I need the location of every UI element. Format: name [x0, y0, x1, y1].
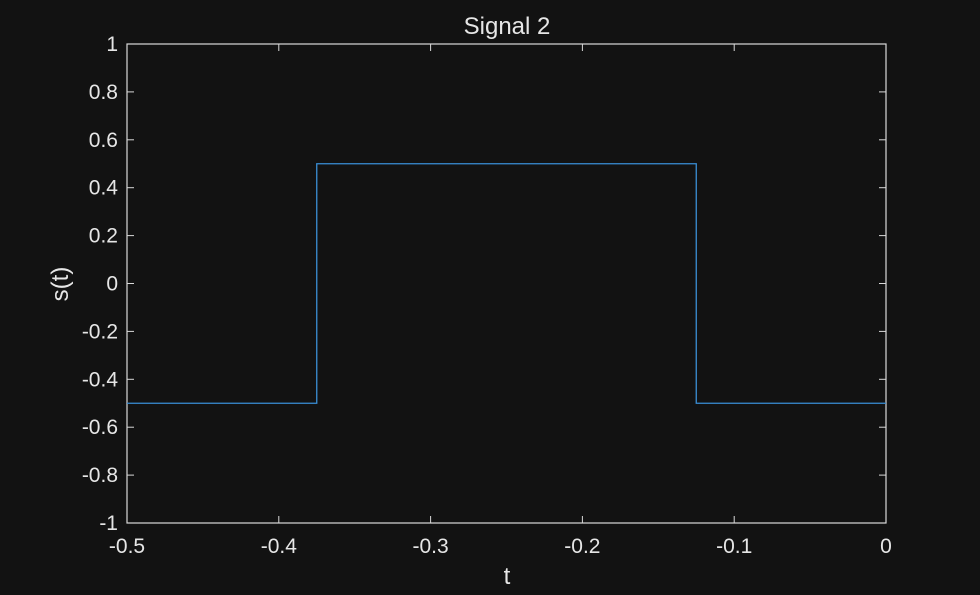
y-axis-label: s(t)	[47, 267, 74, 302]
signal-line	[127, 163, 886, 404]
y-tick-label: 0.8	[89, 81, 118, 104]
y-tick-label: 1	[106, 33, 118, 56]
x-tick-label: -0.1	[716, 535, 752, 558]
y-tick-label: 0.6	[89, 129, 118, 152]
x-tick-label: -0.4	[261, 535, 298, 558]
y-tick-label: -0.4	[82, 368, 119, 391]
x-tick-label: 0	[880, 535, 892, 558]
axes-layer: -0.5 -0.4 -0.3 -0.2 -0.1 0 -1 -0.8 -0.6 -0.4 -0.2 0…	[82, 33, 892, 558]
y-tick-label: -0.6	[82, 416, 118, 439]
series-layer	[127, 163, 886, 404]
y-tick-label: 0.4	[89, 177, 119, 200]
y-tick-label: 0.2	[89, 225, 118, 248]
chart-title: Signal 2	[464, 13, 551, 40]
x-tick-label: -0.2	[564, 535, 600, 558]
x-tick-label: -0.5	[109, 535, 145, 558]
y-tick-label: -0.8	[82, 464, 118, 487]
x-tick-label: -0.3	[413, 535, 449, 558]
plot-area-box	[126, 43, 887, 524]
y-tick-label: -0.2	[82, 320, 118, 343]
x-axis-label: t	[504, 563, 511, 590]
y-tick-label: -1	[99, 512, 118, 535]
y-tick-label: 0	[106, 273, 118, 296]
